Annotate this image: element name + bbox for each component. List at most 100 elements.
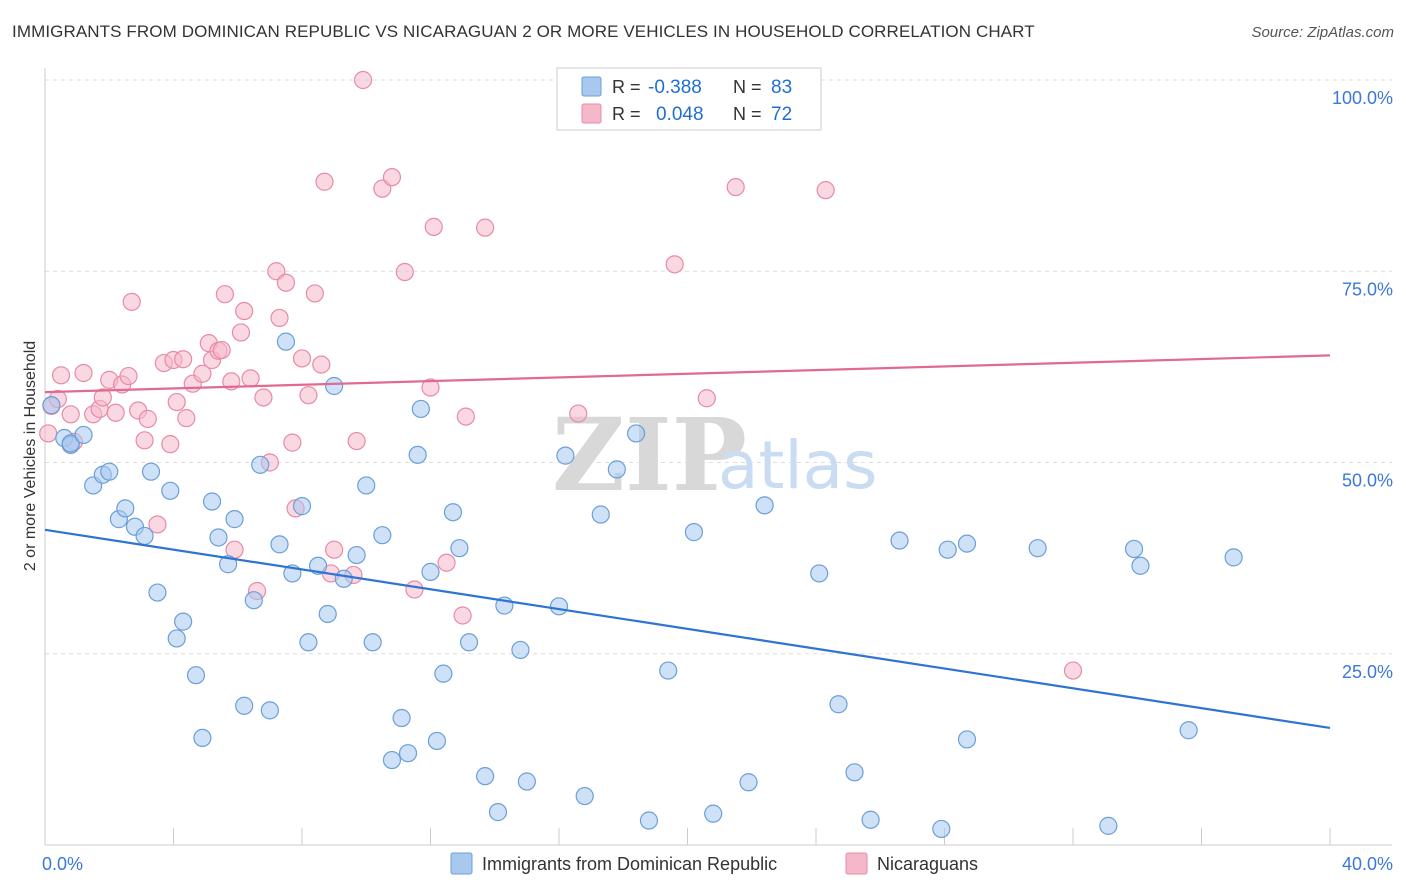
point-nicaraguan-54 [353, 70, 373, 90]
tick-labels: 100.0% 75.0% 50.0% 25.0% 0.0% 40.0% [42, 88, 1393, 874]
point-dominican-42 [398, 744, 418, 763]
stats-n-label-2: N = [733, 104, 762, 124]
point-nicaraguan-51 [325, 540, 344, 559]
point-dominican-71 [861, 810, 880, 829]
point-dominican-36 [347, 545, 366, 565]
point-dominican-43 [408, 445, 427, 464]
point-nicaraguan-0 [39, 424, 58, 443]
point-nicaraguan-42 [276, 273, 296, 292]
point-nicaraguan-68 [726, 178, 745, 197]
point-dominican-11 [135, 526, 154, 546]
point-dominican-58 [575, 786, 594, 806]
point-dominican-32 [308, 556, 328, 575]
stats-n-value-1: 83 [771, 77, 792, 98]
trend-line-nicaraguan [44, 354, 1331, 394]
point-nicaraguan-16 [135, 431, 154, 450]
point-dominican-21 [219, 555, 238, 574]
point-dominican-72 [890, 531, 909, 550]
point-dominican-37 [357, 476, 376, 495]
watermark: ZIP atlas [552, 396, 878, 514]
point-dominican-35 [334, 569, 353, 588]
y-tick-label-0: 100.0% [1332, 88, 1393, 108]
point-nicaraguan-62 [453, 606, 472, 625]
point-dominican-48 [443, 503, 463, 522]
point-nicaraguan-24 [177, 409, 196, 428]
y-tick-label-3: 25.0% [1342, 662, 1393, 682]
x-tick-label-0: 0.0% [42, 854, 83, 874]
point-dominican-46 [427, 731, 447, 751]
point-nicaraguan-60 [424, 217, 443, 236]
point-nicaraguan-66 [665, 255, 684, 274]
point-dominican-64 [684, 523, 704, 542]
point-nicaraguan-22 [167, 392, 186, 412]
point-dominican-63 [659, 661, 678, 680]
point-nicaraguan-46 [299, 386, 318, 405]
stats-n-label-1: N = [733, 77, 762, 97]
point-dominican-20 [209, 528, 228, 547]
legend-label-nicaraguan: Nicaraguans [877, 854, 978, 874]
point-dominican-77 [1028, 539, 1047, 558]
point-dominican-65 [704, 804, 723, 823]
point-dominican-66 [739, 773, 758, 792]
point-nicaraguan-59 [421, 378, 440, 397]
point-nicaraguan-64 [476, 218, 495, 237]
point-nicaraguan-70 [1063, 661, 1083, 680]
point-nicaraguan-30 [212, 340, 231, 360]
point-dominican-49 [450, 539, 469, 558]
point-dominican-70 [845, 763, 864, 782]
point-dominican-47 [434, 664, 453, 683]
point-dominican-54 [511, 640, 530, 660]
point-nicaraguan-41 [270, 308, 289, 328]
legend-swatch-dominican [450, 852, 473, 875]
point-nicaraguan-45 [292, 349, 312, 368]
chart-title: IMMIGRANTS FROM DOMINICAN REPUBLIC VS NI… [12, 22, 1035, 41]
point-dominican-12 [141, 462, 161, 481]
point-nicaraguan-18 [148, 515, 167, 534]
stats-legend-swatch-pink [581, 103, 602, 124]
point-dominican-44 [411, 399, 430, 419]
point-dominican-55 [517, 772, 536, 791]
point-nicaraguan-57 [395, 262, 414, 282]
point-dominican-75 [957, 730, 977, 749]
point-dominican-39 [373, 526, 392, 545]
point-nicaraguan-13 [119, 366, 138, 386]
point-dominican-15 [167, 629, 186, 648]
point-nicaraguan-31 [215, 285, 234, 304]
chart-source: Source: ZipAtlas.com [1251, 24, 1394, 41]
data-points [39, 70, 1243, 839]
point-dominican-56 [549, 597, 569, 616]
point-dominican-82 [1224, 548, 1243, 567]
point-nicaraguan-9 [93, 388, 112, 407]
point-dominican-34 [325, 376, 344, 396]
point-nicaraguan-20 [161, 435, 180, 454]
stats-legend-swatch-blue [581, 76, 602, 97]
stats-r-value-2: 0.048 [656, 104, 704, 125]
point-dominican-23 [235, 696, 254, 715]
point-dominican-57 [556, 446, 575, 465]
point-dominican-78 [1099, 816, 1118, 835]
point-nicaraguan-38 [254, 388, 273, 407]
stats-legend: R = -0.388 N = 83 R = 0.048 N = 72 [556, 67, 822, 131]
point-dominican-59 [591, 505, 610, 524]
stats-r-value-1: -0.388 [648, 77, 702, 98]
point-dominican-81 [1179, 721, 1198, 740]
stats-n-value-2: 72 [771, 104, 792, 125]
point-nicaraguan-17 [138, 409, 157, 428]
point-dominican-31 [299, 633, 318, 652]
legend-swatch-nicaraguan [845, 852, 868, 875]
point-dominican-18 [193, 728, 212, 748]
point-dominican-13 [148, 583, 167, 602]
point-dominican-25 [251, 455, 270, 474]
point-dominican-30 [292, 497, 312, 516]
point-dominican-27 [270, 535, 289, 554]
legend-label-dominican: Immigrants from Dominican Republic [482, 854, 777, 874]
point-dominican-60 [607, 460, 626, 479]
point-nicaraguan-49 [315, 172, 334, 191]
point-nicaraguan-43 [283, 433, 302, 452]
stats-r-label-2: R = [612, 104, 641, 124]
point-nicaraguan-3 [51, 366, 71, 385]
y-axis-title: 2 or more Vehicles in Household [22, 341, 39, 571]
point-nicaraguan-65 [569, 404, 588, 423]
point-dominican-19 [202, 492, 222, 511]
